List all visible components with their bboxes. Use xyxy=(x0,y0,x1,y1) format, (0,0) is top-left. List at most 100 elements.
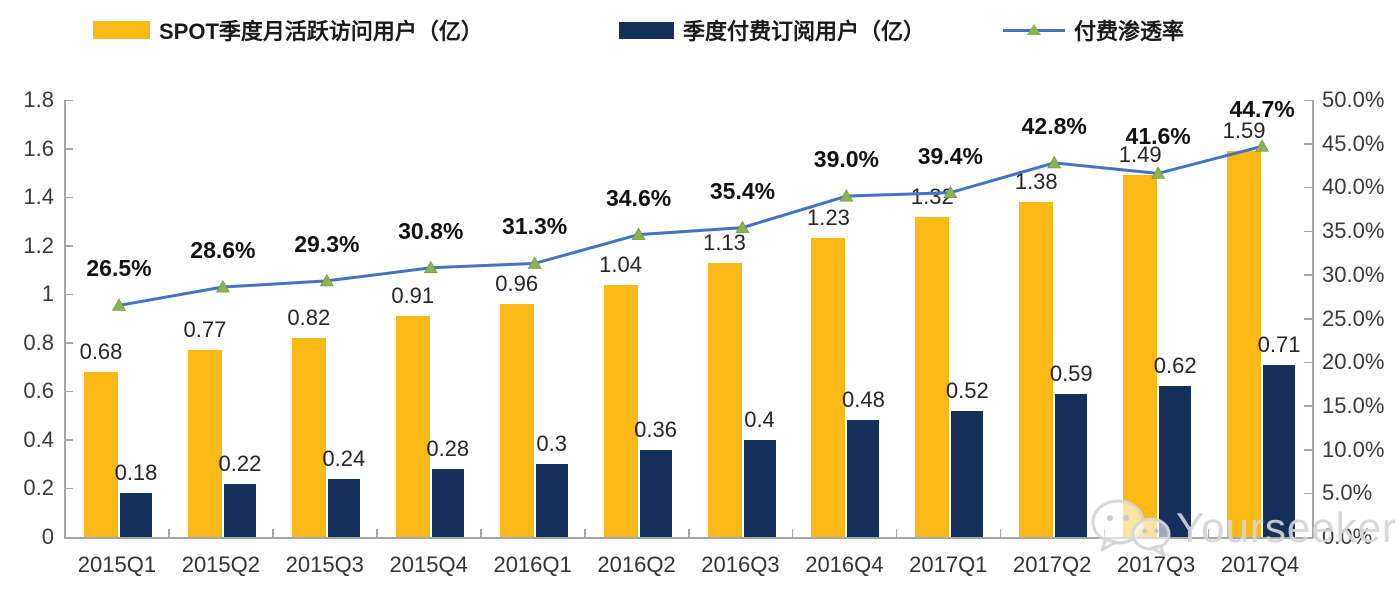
subs-value-label: 0.28 xyxy=(426,436,470,462)
y-axis-left-tick xyxy=(65,487,73,490)
mau-value-label: 1.38 xyxy=(1014,168,1058,194)
subs-value-label: 0.52 xyxy=(945,377,989,403)
triangle-marker-icon xyxy=(215,279,230,293)
y-axis-left-tick xyxy=(65,196,73,199)
y-axis-right-tick-label: 50.0% xyxy=(1322,87,1385,112)
x-axis-tick xyxy=(584,529,586,537)
x-axis-label: 2017Q4 xyxy=(1220,552,1300,577)
x-axis-label: 2015Q1 xyxy=(77,552,157,577)
x-axis-tick xyxy=(64,529,66,537)
x-axis-tick xyxy=(168,529,170,537)
x-axis-tick xyxy=(1311,529,1313,537)
y-axis-right-tick-label: 15.0% xyxy=(1322,392,1385,418)
x-axis-label: 2017Q2 xyxy=(1013,552,1092,577)
subs-value-label: 0.24 xyxy=(322,445,366,471)
penetration-value-label: 39.4% xyxy=(917,142,983,169)
y-axis-right-line xyxy=(1312,100,1314,538)
penetration-value-label: 31.3% xyxy=(502,213,568,240)
penetration-value-label: 35.4% xyxy=(709,177,776,204)
y-axis-left-tick-label: 1.4 xyxy=(23,184,54,210)
triangle-marker-icon xyxy=(839,189,854,202)
x-axis-tick xyxy=(272,529,274,537)
y-axis-right-tick xyxy=(1304,318,1312,320)
mau-value-label: 0.91 xyxy=(391,283,435,309)
navy-bar-swatch-icon xyxy=(619,21,674,39)
subs-value-label: 0.18 xyxy=(114,460,158,486)
mau-bar-2015Q4 xyxy=(395,316,430,537)
mau-value-label: 1.04 xyxy=(599,251,642,277)
y-axis-right-tick xyxy=(1304,536,1312,538)
y-axis-left-tick-label: 0.8 xyxy=(23,329,54,355)
mau-value-label: 0.68 xyxy=(79,338,123,364)
y-axis-right-tick-label: 0.0% xyxy=(1322,524,1373,549)
penetration-value-label: 29.3% xyxy=(294,230,360,257)
mau-value-label: 1.32 xyxy=(910,183,954,209)
y-axis-right-tick-label: 20.0% xyxy=(1322,349,1385,375)
subs-bar-2017Q2 xyxy=(1055,393,1088,537)
y-axis-left-tick xyxy=(65,342,73,344)
subs-value-label: 0.4 xyxy=(744,406,775,432)
mau-bar-2017Q1 xyxy=(915,216,950,537)
trend-line-path xyxy=(118,144,1263,307)
penetration-value-label: 28.6% xyxy=(190,237,256,264)
y-axis-left-tick xyxy=(65,148,73,150)
subs-bar-2016Q3 xyxy=(743,439,776,537)
y-axis-left-tick xyxy=(65,293,73,296)
y-axis-left-tick xyxy=(65,439,73,441)
x-axis-line xyxy=(64,537,1313,539)
subs-bar-2017Q4 xyxy=(1263,364,1296,537)
x-axis-label: 2016Q2 xyxy=(597,552,676,577)
mau-value-label: 0.96 xyxy=(495,270,539,296)
y-axis-left-tick-label: 0.6 xyxy=(23,378,54,404)
y-axis-left-tick xyxy=(65,245,73,247)
subs-value-label: 0.22 xyxy=(218,450,262,476)
subs-bar-2016Q4 xyxy=(847,420,880,537)
y-axis-left-tick-label: 1.2 xyxy=(23,232,54,258)
x-axis-label: 2016Q4 xyxy=(805,552,884,577)
triangle-marker-icon xyxy=(527,256,542,269)
y-axis-left-tick xyxy=(65,390,73,393)
x-axis-tick xyxy=(895,529,898,537)
y-axis-right-tick-label: 45.0% xyxy=(1322,130,1385,156)
mau-bar-2015Q3 xyxy=(291,337,326,537)
y-axis-right-tick-label: 35.0% xyxy=(1322,218,1385,244)
y-axis-right-tick xyxy=(1304,99,1312,101)
x-axis-label: 2017Q3 xyxy=(1116,552,1196,577)
y-axis-left-tick xyxy=(65,536,73,538)
triangle-marker-icon xyxy=(319,273,334,287)
x-axis-tick xyxy=(1207,529,1210,537)
subs-value-label: 0.62 xyxy=(1153,353,1197,379)
subs-value-label: 0.36 xyxy=(634,416,677,442)
mau-bar-2016Q1 xyxy=(499,303,534,537)
mau-value-label: 1.13 xyxy=(703,229,746,255)
y-axis-right-tick-label: 30.0% xyxy=(1322,261,1385,287)
y-axis-right-tick-label: 25.0% xyxy=(1322,305,1385,331)
legend-label-mau: SPOT季度月活跃访问用户（亿） xyxy=(159,19,483,44)
mau-value-label: 0.82 xyxy=(287,304,331,330)
x-axis-label: 2015Q4 xyxy=(389,552,468,577)
x-axis-label: 2016Q3 xyxy=(701,552,780,577)
y-axis-right-tick xyxy=(1304,492,1312,495)
mau-value-label: 1.59 xyxy=(1222,117,1266,143)
x-axis-label: 2015Q3 xyxy=(285,552,364,577)
y-axis-right-tick xyxy=(1304,405,1312,407)
subs-bar-2015Q2 xyxy=(223,483,256,537)
subs-bar-2016Q2 xyxy=(639,449,672,537)
y-axis-right-tick-label: 5.0% xyxy=(1322,480,1373,506)
triangle-marker-icon xyxy=(111,298,127,311)
y-axis-right-tick xyxy=(1304,230,1312,233)
legend-item-penetration: 付费渗透率 xyxy=(1003,14,1184,46)
subs-bar-2015Q4 xyxy=(431,469,464,537)
y-axis-left-line xyxy=(64,100,66,538)
y-axis-left-tick-label: 1.8 xyxy=(23,87,54,112)
x-axis-tick xyxy=(376,529,378,537)
mau-bar-2015Q1 xyxy=(84,371,118,537)
subs-value-label: 0.59 xyxy=(1049,360,1093,386)
subs-bar-2017Q3 xyxy=(1159,386,1192,537)
x-axis-label: 2016Q1 xyxy=(493,552,572,577)
mau-value-label: 1.23 xyxy=(806,205,850,231)
y-axis-left-tick-label: 1.6 xyxy=(23,135,54,161)
penetration-value-label: 39.0% xyxy=(813,146,880,173)
